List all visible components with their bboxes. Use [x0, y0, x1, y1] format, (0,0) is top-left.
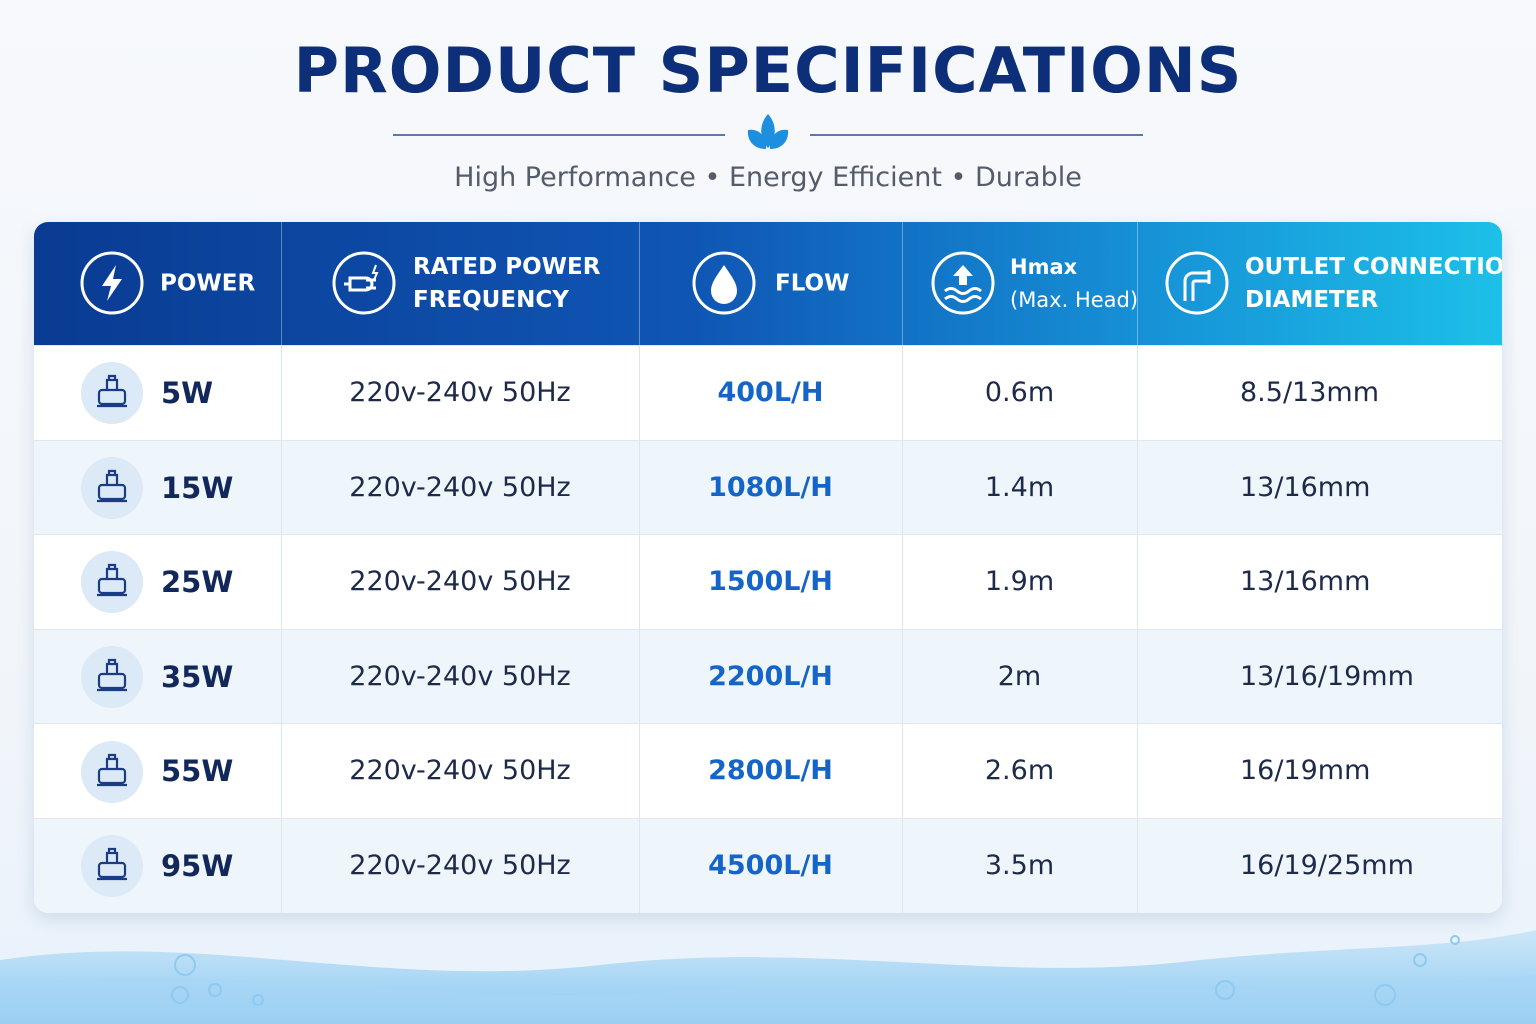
table-header: POWER RATED POWER FREQUENCY FLOW Hmax (Max. H… [34, 222, 1502, 345]
leaf-icon [747, 114, 789, 149]
header-icon [332, 251, 396, 315]
header-label: Hmax (Max. Head) [1010, 251, 1138, 317]
table-row: 25W 220v-240v 50Hz 1500L/H 1.9m 13/16mm [34, 534, 1502, 630]
header-line: Hmax [1010, 254, 1078, 279]
header-icon [80, 251, 144, 315]
power-cell: 15W [161, 470, 234, 505]
column-divider [902, 345, 903, 913]
table-cell: 1500L/H [708, 566, 833, 598]
header-line: POWER [160, 270, 256, 296]
table-row: 35W 220v-240v 50Hz 2200L/H 2m 13/16/19mm [34, 628, 1502, 725]
header-icon [1165, 251, 1229, 315]
header-cell: Hmax (Max. Head) [902, 222, 1138, 345]
table-cell: 220v-240v 50Hz [349, 755, 571, 787]
pump-icon [81, 740, 143, 803]
table-cell: 13/16/19mm [1240, 660, 1414, 692]
table-cell: 220v-240v 50Hz [349, 377, 571, 408]
title: PRODUCT SPECIFICATIONS [293, 34, 1243, 107]
table-cell: 2800L/H [708, 755, 833, 787]
table-cell: 13/16mm [1240, 471, 1371, 503]
pump-icon [81, 835, 143, 898]
column-divider [639, 222, 640, 345]
column-divider [902, 222, 903, 345]
pump-icon [81, 646, 143, 709]
column-divider [1137, 222, 1138, 345]
power-cell: 35W [161, 659, 234, 694]
header-cell: FLOW [639, 222, 902, 345]
table-row: 15W 220v-240v 50Hz 1080L/H 1.4m 13/16mm [34, 439, 1502, 536]
subtitle: High Performance • Energy Efficient • Du… [454, 162, 1082, 193]
header-line: FREQUENCY [413, 286, 569, 313]
table-cell: 16/19/25mm [1240, 850, 1414, 881]
table-cell: 1.4m [984, 471, 1055, 503]
power-cell: 5W [161, 376, 214, 410]
table-cell: 16/19mm [1240, 755, 1371, 787]
header-cell: RATED POWER FREQUENCY [281, 222, 639, 345]
table-cell: 220v-240v 50Hz [349, 471, 571, 503]
pump-icon [81, 362, 143, 425]
spec-table: POWER RATED POWER FREQUENCY FLOW Hmax (Max. H… [34, 222, 1502, 913]
header-line: (Max. Head) [1010, 287, 1139, 312]
table-row: 5W 220v-240v 50Hz 400L/H 0.6m 8.5/13mm [34, 345, 1502, 441]
power-cell: 25W [161, 565, 234, 600]
header-cell: POWER [34, 222, 281, 345]
header-icon [931, 251, 995, 315]
power-cell: 55W [161, 754, 234, 789]
header-line: RATED POWER [413, 253, 601, 280]
table-cell: 4500L/H [708, 850, 833, 881]
table-cell: 2.6m [984, 755, 1055, 787]
header-line: OUTLET CONNECTION [1245, 253, 1502, 280]
table-cell: 1.9m [984, 566, 1055, 598]
table-cell: 220v-240v 50Hz [349, 850, 571, 881]
column-divider [1137, 345, 1138, 913]
table-cell: 400L/H [717, 377, 824, 408]
table-cell: 2m [997, 660, 1042, 692]
table-cell: 3.5m [984, 850, 1055, 881]
wave [0, 975, 1536, 1024]
table-cell: 13/16mm [1240, 566, 1371, 598]
header-line: DIAMETER [1245, 286, 1379, 313]
column-divider [639, 345, 640, 913]
header-line: FLOW [775, 270, 850, 296]
power-cell: 95W [161, 849, 234, 883]
table-cell: 0.6m [984, 377, 1055, 408]
column-divider [281, 222, 282, 345]
bubbles [171, 935, 1460, 1006]
table-row: 55W 220v-240v 50Hz 2800L/H 2.6m 16/19mm [34, 723, 1502, 819]
header-label: POWER [160, 267, 255, 300]
header-cell: OUTLET CONNECTION DIAMETER [1137, 222, 1502, 345]
header-icon [692, 251, 756, 315]
column-divider [281, 345, 282, 913]
header-label: RATED POWER FREQUENCY [413, 251, 600, 317]
table-cell: 1080L/H [708, 471, 833, 503]
table-row: 95W 220v-240v 50Hz 4500L/H 3.5m 16/19/25mm [34, 818, 1502, 913]
table-cell: 2200L/H [708, 660, 833, 692]
table-cell: 220v-240v 50Hz [349, 660, 571, 692]
header-label: FLOW [775, 267, 849, 300]
table-cell: 8.5/13mm [1240, 377, 1379, 408]
pump-icon [81, 551, 143, 614]
header-label: OUTLET CONNECTION DIAMETER [1245, 251, 1502, 317]
pump-icon [81, 456, 143, 519]
table-cell: 220v-240v 50Hz [349, 566, 571, 598]
